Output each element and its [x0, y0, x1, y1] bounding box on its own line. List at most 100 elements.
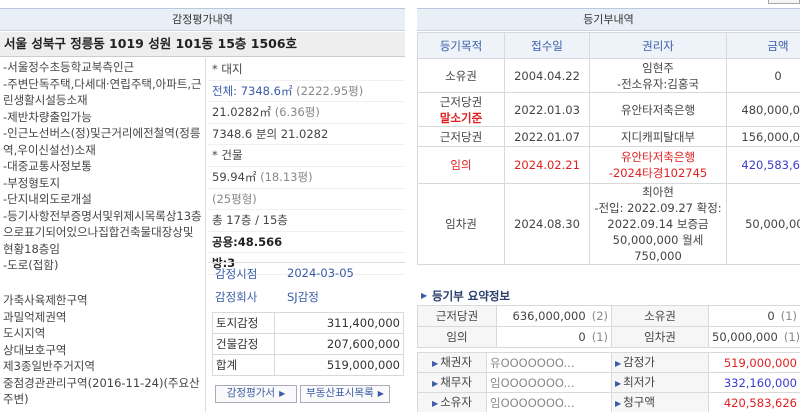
info-text: 총 17층 / 15층 [212, 213, 288, 228]
amount: 420,583,626 [726, 146, 800, 184]
purpose-text: 임의 [450, 158, 472, 172]
zoning-item: 상대보호구역 [3, 342, 67, 357]
button[interactable]: 부동산표시목록 ▶ [300, 385, 390, 403]
date: 2022.01.03 [504, 92, 590, 127]
label: 감정회사 [215, 290, 258, 304]
bullet-icon: ▶ [432, 398, 439, 408]
note: -인근노선버스(정)및근거리에전철역(정릉역,우이신설선)소재 [3, 126, 201, 157]
label: ▶ 채무자 [417, 372, 487, 393]
zoning-item: 가축사육제한구역 [3, 293, 88, 307]
note: -대중교통사정보통 [3, 159, 92, 173]
label: 근저당권 [417, 305, 497, 327]
info-text: (18.13평) [260, 169, 313, 184]
party-row: ▶ 소유자 임OOOOOOO... ▶ 청구액 420,583,626 [417, 392, 800, 412]
label: ▶ 소유자 [417, 392, 487, 412]
info-text: 7348.6 분의 21.0282 [212, 126, 329, 141]
zoning-item: 과밀억제권역 [3, 309, 67, 324]
holder-text: 50,000,000 월세750,000 [612, 233, 704, 263]
summary-row: 임의 0 (1) 임차권 50,000,000 (1) [417, 326, 800, 348]
info-text: 공용:48.566 [212, 234, 283, 249]
column-header: 권리자 [589, 32, 727, 59]
panel-header: 등기부내역 [417, 8, 800, 31]
registry-row: 근저당권 2022.01.07 지디캐피탈대부 156,000,000 [417, 126, 800, 147]
cell-text: 임OOOOOOO... [490, 395, 575, 410]
info-text: 7348.6㎡ [240, 83, 293, 98]
date: 2022.01.07 [504, 126, 590, 147]
holder: 최아현 -전입: 2022.09.27 확정: 2022.09.14 보증금 50,0… [589, 183, 727, 265]
notes: -서울정수초등학교북측인근 -주변단독주택,다세대·연립주택,아파트,근린생활시설… [0, 58, 206, 412]
count: (1) [591, 330, 608, 344]
value: 519,000,000 [708, 352, 800, 373]
note: -주변단독주택,다세대·연립주택,아파트,근린생활시설등소재 [3, 76, 202, 108]
corner-button[interactable] [768, 0, 800, 4]
info-line: 7348.6 분의 21.0282 [208, 124, 405, 146]
registry-row: 임의 2024.02.21 유안타저축은행 -2024타경102745 420,583,… [417, 146, 800, 184]
column-header: 접수일 [504, 32, 590, 59]
bullet-icon: ▶ [615, 398, 622, 408]
bullet-icon: ▶ [432, 378, 439, 388]
amount: 636,000,000 [512, 309, 586, 323]
label: 감정시점 [215, 267, 258, 281]
cell-text: 소유자 [440, 394, 472, 409]
info-line: 21.0282㎡ (6.36평) [208, 102, 405, 124]
cell-text: 519,000,000 [723, 355, 797, 370]
valuation-table: 토지감정 311,400,000 건물감정 207,600,000 합계 519,000,… [212, 312, 404, 376]
purpose-text: 근저당권 [439, 129, 483, 144]
count: (1) [780, 309, 797, 323]
holder: 임현주 -전소유자:김홍국 [589, 58, 727, 93]
info-text: 방:3 [212, 256, 236, 271]
info-line: * 대지 [208, 59, 405, 81]
bullet-icon: ▶ [615, 358, 622, 368]
label: ▶ 채권자 [417, 352, 487, 373]
value: 50,000,000 (1) [708, 326, 800, 348]
label: 임차권 [611, 326, 709, 348]
panel-header: 감정평가내역 [0, 8, 405, 31]
purpose-text: 임차권 [445, 217, 477, 231]
date: 2024.08.30 [504, 183, 590, 265]
info-text: * 건물 [212, 148, 243, 163]
label: 소유권 [611, 305, 709, 327]
registry-table: 등기목적 접수일 권리자 금액 소유권 2004.04.22 임현주 -전소유자:김홍국 0 근저… [417, 32, 800, 265]
holder-text: 임현주 [642, 60, 674, 75]
zoning-item: 중점경관관리구역(2016-11-24)(주요산주변) [3, 375, 200, 407]
info-line: 방:3 [208, 253, 405, 275]
info-line: 총 17층 / 15층 [208, 210, 405, 232]
holder-text: 유안타저축은행 [620, 150, 696, 164]
zoning-item: 도시지역 [3, 326, 46, 340]
holder: 지디캐피탈대부 [589, 126, 727, 147]
amount: 207,600,000 [274, 333, 404, 355]
purpose-text: 근저당권 [439, 94, 483, 109]
row: 건물감정 207,600,000 [212, 333, 404, 355]
bullet-icon: ▶ [432, 358, 439, 368]
value: 636,000,000 (2) [496, 305, 612, 327]
holder-text: -2024타경102745 [608, 166, 708, 180]
value: 0 (1) [708, 305, 800, 327]
header-row: 등기목적 접수일 권리자 금액 [417, 32, 800, 59]
note: -도로(접함) [3, 258, 59, 272]
amount: 0 [578, 330, 586, 344]
button[interactable]: 감정평가서 ▶ [215, 385, 297, 403]
amount: 156,000,000 [726, 126, 800, 147]
cell-text: 감정가 [623, 354, 655, 369]
summary-row: 근저당권 636,000,000 (2) 소유권 0 (1) [417, 305, 800, 327]
purpose: 근저당권 말소기준 [417, 92, 505, 127]
info-line: 전체: 7348.6㎡ (2222.95평) [208, 81, 405, 103]
holder-text: 지디캐피탈대부 [620, 129, 696, 144]
note: -등기사항전부증명서및위제시목록상13층으로표기되어있으나집합건축물대장상및현황… [3, 208, 202, 256]
registry-row: 소유권 2004.04.22 임현주 -전소유자:김홍국 0 [417, 58, 800, 93]
button-label: 감정평가서 [226, 387, 276, 399]
arrow-icon: ▶ [377, 389, 384, 398]
value: 332,160,000 [708, 372, 800, 393]
value: 유OOOOOOO... [486, 352, 612, 373]
label: 토지감정 [212, 312, 275, 334]
column-header: 금액 [726, 32, 800, 59]
cell-text: 임OOOOOOO... [490, 375, 575, 390]
button-label: 부동산표시목록 [306, 387, 374, 399]
cell-text: 332,160,000 [723, 375, 797, 390]
purpose-text: 소유권 [445, 68, 477, 83]
value: 420,583,626 [708, 392, 800, 412]
cell-text: 청구액 [623, 394, 655, 409]
registry-row: 임차권 2024.08.30 최아현 -전입: 2022.09.27 확정: 2022.… [417, 183, 800, 265]
value: 임OOOOOOO... [486, 392, 612, 412]
